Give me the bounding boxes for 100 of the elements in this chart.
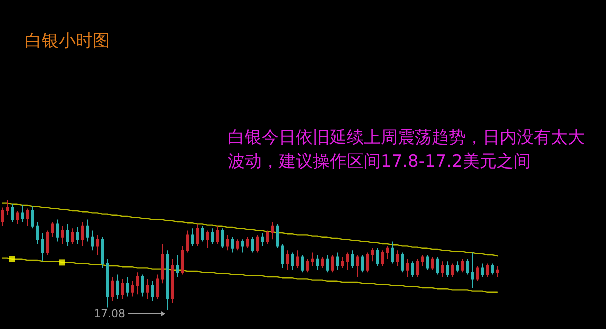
candlestick	[286, 250, 289, 271]
candlestick	[36, 222, 39, 244]
candlestick	[496, 266, 499, 278]
candlestick	[261, 232, 264, 247]
candlestick	[1, 207, 4, 227]
candlestick	[486, 263, 489, 278]
annotation: 17.08	[94, 308, 126, 320]
candlestick	[456, 261, 459, 274]
candlestick	[326, 254, 329, 274]
candlestick	[46, 230, 49, 256]
candlestick	[121, 278, 124, 300]
candlestick	[236, 239, 239, 252]
candlestick	[241, 239, 244, 254]
candlestick	[221, 228, 224, 249]
candlestick	[141, 274, 144, 298]
candlestick	[161, 244, 164, 284]
candlestick	[16, 210, 19, 225]
candlestick	[321, 256, 324, 269]
candlestick	[401, 252, 404, 274]
candlestick	[211, 228, 214, 244]
candlestick	[466, 258, 469, 276]
candlestick	[186, 230, 189, 254]
candlestick	[176, 254, 179, 278]
candlestick	[31, 206, 34, 230]
candlestick	[291, 252, 294, 271]
candlestick	[171, 258, 174, 304]
candlestick	[106, 258, 109, 308]
candlestick	[386, 246, 389, 260]
candlestick	[246, 236, 249, 249]
candlestick	[101, 236, 104, 269]
candlestick	[146, 278, 149, 300]
candlestick	[451, 263, 454, 278]
text: 白银今日依旧延续上周震荡趋势，日内没有太大波动，建议操作区间17.8-17.2美元之间	[228, 128, 585, 172]
candlestick	[371, 248, 374, 262]
candlestick	[81, 222, 84, 247]
candlestick	[446, 261, 449, 278]
candlestick	[411, 261, 414, 278]
candlestick	[471, 252, 474, 288]
candlestick	[461, 258, 464, 274]
candlestick	[271, 222, 274, 240]
candlestick	[476, 266, 479, 282]
candlestick	[151, 280, 154, 302]
candlestick	[41, 232, 44, 262]
candlestick	[346, 252, 349, 271]
candlestick	[311, 252, 314, 266]
candlestick	[406, 258, 409, 278]
candlestick	[481, 263, 484, 278]
candlestick	[316, 254, 319, 271]
candlestick	[96, 234, 99, 256]
candlestick	[276, 224, 279, 249]
candlestick	[251, 236, 254, 254]
candlestick	[206, 230, 209, 249]
candlestick	[416, 258, 419, 278]
candlestick	[301, 254, 304, 274]
candlestick	[201, 226, 204, 242]
candlestick	[181, 246, 184, 276]
candlestick	[366, 252, 369, 274]
candlestick	[51, 222, 54, 238]
candlestick	[231, 236, 234, 254]
candlestick	[421, 254, 424, 266]
candlestick	[426, 254, 429, 271]
candlestick	[431, 256, 434, 271]
candlestick	[76, 227, 79, 244]
candlestick	[356, 254, 359, 278]
candlestick	[111, 276, 114, 302]
candlestick	[441, 261, 444, 278]
chart-title: 白银小时图	[25, 32, 110, 52]
candlestick	[191, 228, 194, 247]
candlestick	[91, 230, 94, 252]
candlestick	[391, 241, 394, 264]
candlestick	[11, 204, 14, 222]
candlestick	[196, 224, 199, 247]
candlestick	[256, 234, 259, 254]
candlestick	[296, 250, 299, 269]
candlestick	[61, 226, 64, 244]
candlestick	[166, 250, 169, 310]
candlestick	[266, 230, 269, 244]
candlestick	[361, 254, 364, 274]
candlestick	[491, 263, 494, 276]
candlestick	[336, 252, 339, 271]
candlestick	[136, 272, 139, 296]
candlestick	[131, 280, 134, 298]
candlestick	[396, 250, 399, 266]
candlestick	[26, 208, 29, 227]
candlestick	[86, 219, 89, 242]
candlestick	[216, 226, 219, 244]
candlestick	[341, 256, 344, 269]
candlestick	[306, 258, 309, 274]
candlestick	[381, 250, 384, 266]
candlestick	[281, 244, 284, 269]
candlestick	[376, 248, 379, 266]
candlestick	[351, 250, 354, 269]
candlestick	[6, 200, 9, 216]
candlestick	[436, 256, 439, 276]
candlestick	[21, 205, 24, 222]
candlestick	[116, 274, 119, 300]
candlestick	[66, 224, 69, 247]
candlestick	[56, 219, 59, 242]
candlestick	[71, 228, 74, 244]
candlestick	[126, 276, 129, 298]
